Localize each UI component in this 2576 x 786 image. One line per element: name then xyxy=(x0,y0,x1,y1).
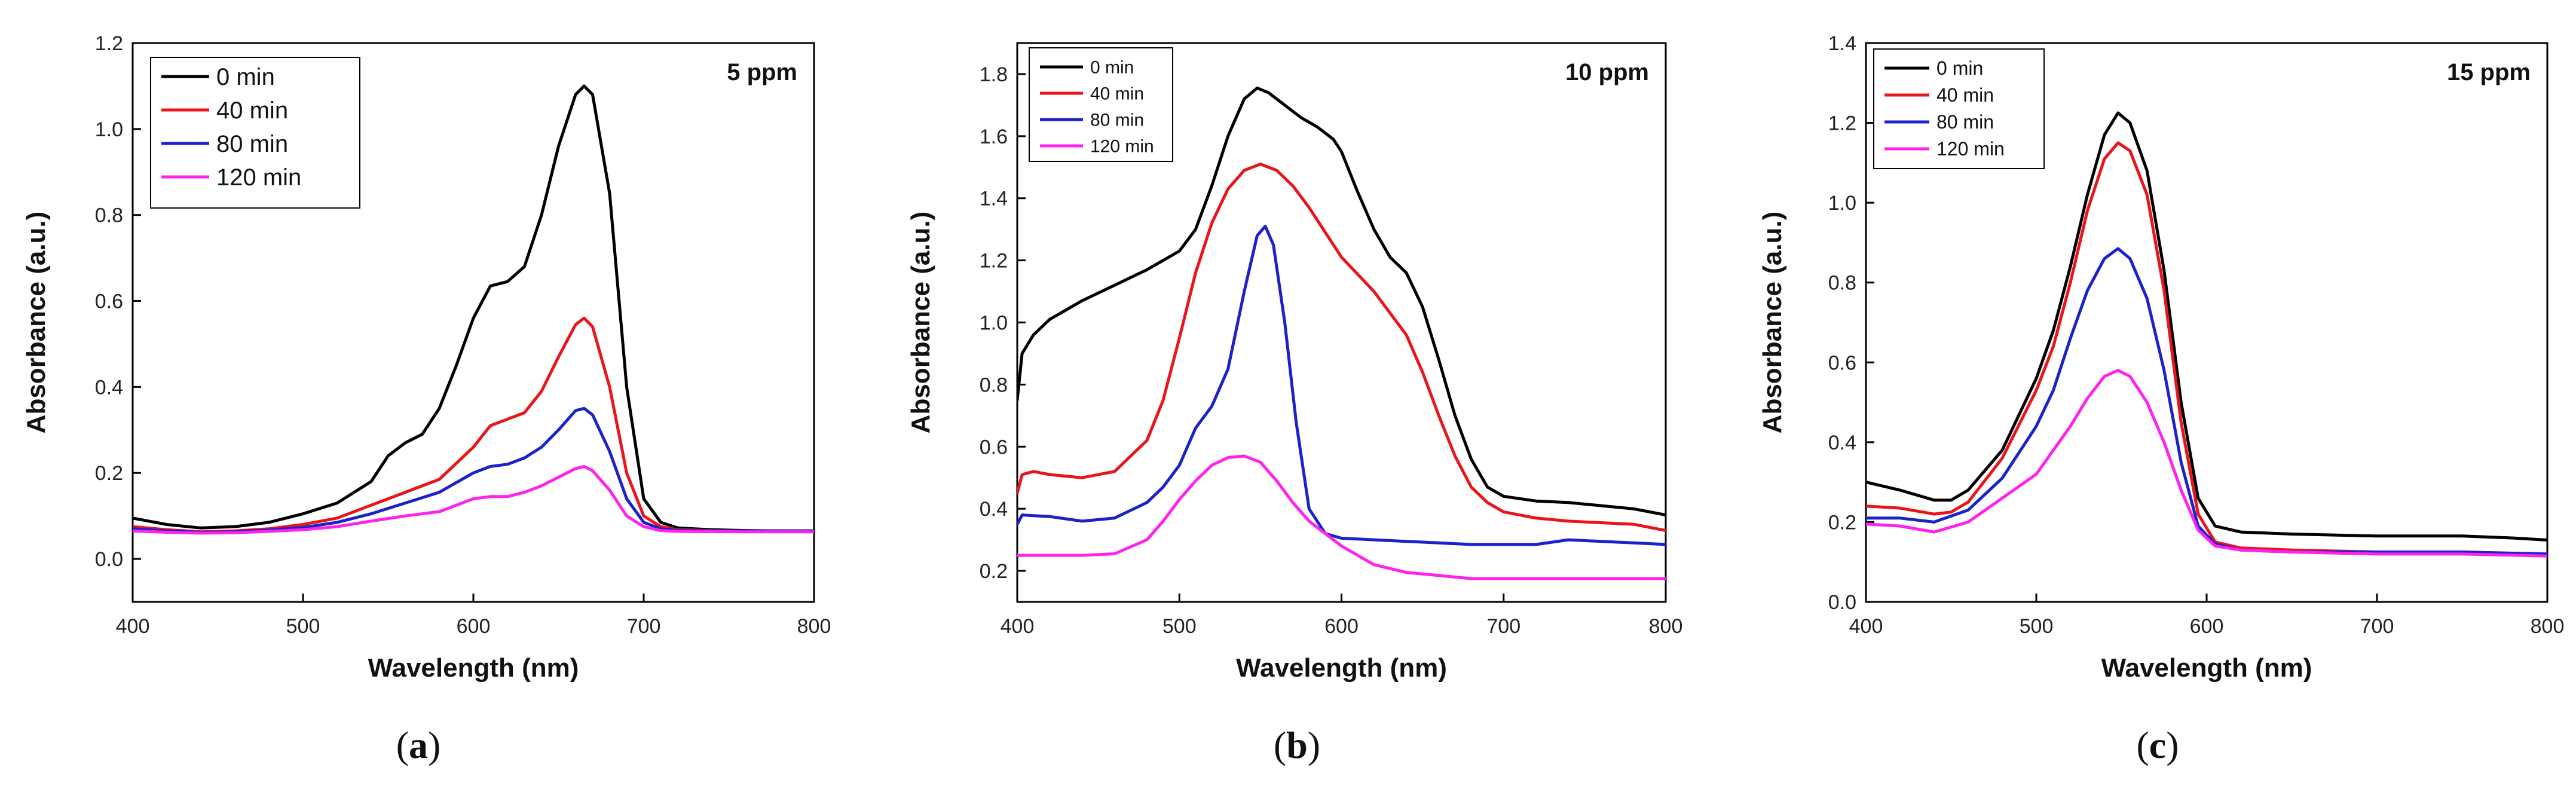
panel-caption: (b) xyxy=(1274,724,1320,766)
y-tick-label: 1.8 xyxy=(980,63,1008,86)
x-axis-title: Wavelength (nm) xyxy=(2101,653,2312,683)
legend-label: 0 min xyxy=(216,64,275,90)
legend: 0 min 40 min 80 min 120 min xyxy=(1873,48,2045,169)
legend-label: 40 min xyxy=(1090,84,1144,104)
series-line-80-min xyxy=(1017,225,1666,546)
panel-caption: (a) xyxy=(396,724,441,766)
x-tick-label: 500 xyxy=(1162,615,1197,638)
y-tick-label: 1.4 xyxy=(980,188,1008,210)
legend-label: 80 min xyxy=(216,131,288,157)
x-tick-label: 600 xyxy=(2190,615,2224,638)
y-tick-label: 0.2 xyxy=(980,560,1008,583)
x-tick-label: 400 xyxy=(1849,615,1883,638)
x-tick-label: 800 xyxy=(2531,615,2565,638)
x-axis-title: Wavelength (nm) xyxy=(368,653,579,683)
y-tick-label: 1.0 xyxy=(95,118,123,141)
series-line-120-min xyxy=(1866,369,2547,558)
concentration-label: 5 ppm xyxy=(727,59,797,85)
y-tick-label: 0.6 xyxy=(1828,351,1856,374)
y-tick-label: 0.2 xyxy=(1828,511,1856,534)
y-tick-label: 0.8 xyxy=(980,374,1008,396)
x-tick-label: 400 xyxy=(1001,615,1035,638)
y-tick-label: 1.0 xyxy=(980,312,1008,335)
x-tick-label: 700 xyxy=(2360,615,2394,638)
series-line-40-min xyxy=(1866,141,2547,556)
y-tick-label: 0.8 xyxy=(1828,272,1856,295)
series-line-40-min xyxy=(133,316,814,534)
panel-letter: c xyxy=(2149,724,2166,766)
panel-letter: a xyxy=(409,724,428,766)
legend-label: 120 min xyxy=(1936,138,2005,160)
legend-label: 80 min xyxy=(1936,111,1994,133)
panel-caption: (c) xyxy=(2136,724,2179,766)
legend: 0 min 40 min 80 min 120 min xyxy=(1029,47,1173,162)
chart-panel-c: 400 500 600 700 800 0.0 0.2 0.4 0.6 0.8 1.0 1.2 1.4 W… xyxy=(1758,32,2564,766)
legend-label: 40 min xyxy=(216,97,288,124)
series-line-80-min xyxy=(133,406,814,534)
y-tick-label: 1.2 xyxy=(95,32,123,55)
y-tick-label: 0.4 xyxy=(95,376,123,399)
x-axis-title: Wavelength (nm) xyxy=(1236,653,1447,683)
series-line-120-min xyxy=(133,464,814,535)
x-tick-label: 500 xyxy=(2020,615,2054,638)
panel-letter: b xyxy=(1286,724,1308,766)
y-tick-label: 1.4 xyxy=(1828,32,1856,55)
y-tick-label: 0.0 xyxy=(1828,591,1856,614)
y-tick-label: 0.0 xyxy=(95,548,123,571)
y-tick-label: 1.6 xyxy=(980,126,1008,148)
y-axis-title: Absorbance (a.u.) xyxy=(1758,212,1787,434)
y-tick-label: 0.2 xyxy=(95,462,123,485)
y-tick-label: 0.4 xyxy=(980,498,1008,521)
y-tick-label: 1.2 xyxy=(980,250,1008,273)
y-tick-label: 0.6 xyxy=(980,436,1008,458)
y-axis-title: Absorbance (a.u.) xyxy=(22,212,51,434)
y-tick-label: 0.8 xyxy=(95,204,123,227)
x-tick-label: 700 xyxy=(627,615,661,638)
y-tick-label: 1.2 xyxy=(1828,112,1856,135)
series-line-0-min xyxy=(133,84,814,533)
concentration-label: 10 ppm xyxy=(1565,59,1649,85)
concentration-label: 15 ppm xyxy=(2447,59,2531,85)
x-tick-label: 600 xyxy=(1324,615,1359,638)
series-line-0-min xyxy=(1017,86,1666,517)
x-tick-label: 800 xyxy=(1649,615,1683,638)
legend-box xyxy=(150,57,360,209)
x-tick-label: 500 xyxy=(286,615,320,638)
series-line-0-min xyxy=(1866,111,2547,542)
y-tick-label: 0.6 xyxy=(95,290,123,313)
series-line-40-min xyxy=(1017,163,1666,532)
x-tick-label: 600 xyxy=(457,615,491,638)
x-tick-label: 400 xyxy=(116,615,150,638)
legend-label: 120 min xyxy=(216,164,301,191)
chart-panel-a: 400 500 600 700 800 0.0 0.2 0.4 0.6 0.8 1.0 1.2 Wave… xyxy=(22,32,831,766)
y-tick-label: 1.0 xyxy=(1828,192,1856,215)
legend: 0 min 40 min 80 min 120 min xyxy=(150,57,360,209)
legend-label: 80 min xyxy=(1090,111,1144,130)
legend-label: 0 min xyxy=(1090,58,1134,78)
x-tick-label: 700 xyxy=(1486,615,1520,638)
series-line-80-min xyxy=(1866,247,2547,556)
y-axis-title: Absorbance (a.u.) xyxy=(906,212,935,434)
legend-label: 40 min xyxy=(1936,84,1994,106)
y-tick-label: 0.4 xyxy=(1828,432,1856,454)
legend-label: 120 min xyxy=(1090,137,1154,157)
legend-label: 0 min xyxy=(1936,57,1983,79)
x-tick-label: 800 xyxy=(797,615,831,638)
series-line-120-min xyxy=(1017,454,1666,580)
chart-panel-b: 400 500 600 700 800 0.2 0.4 0.6 0.8 1.0 1.2 1.4 1.6 1… xyxy=(906,42,1683,766)
